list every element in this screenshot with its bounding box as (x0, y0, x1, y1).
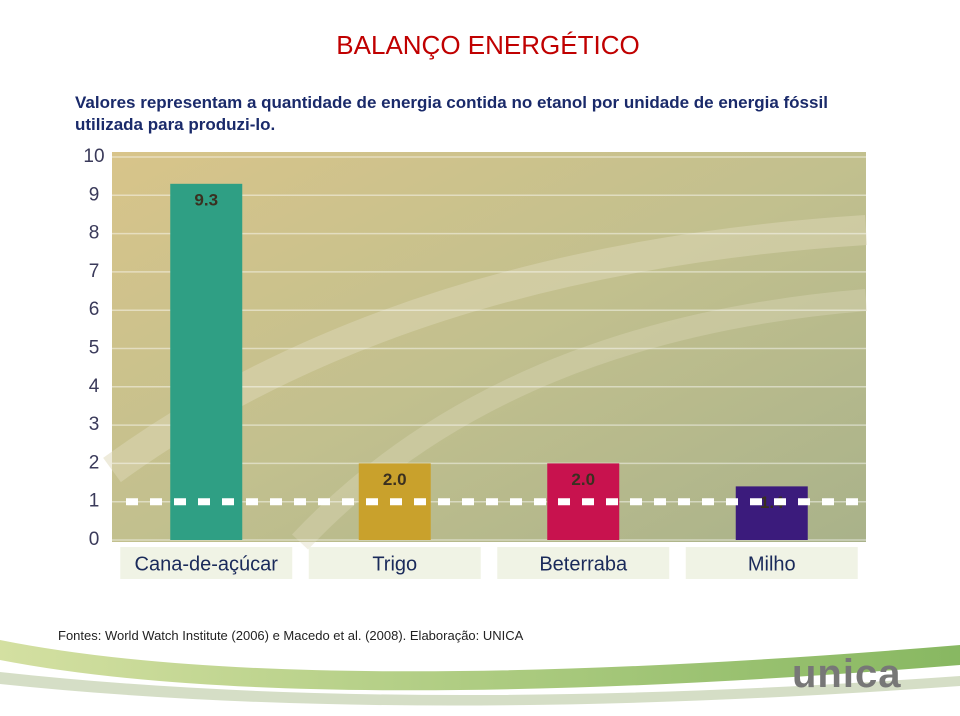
category-box (497, 547, 670, 579)
value-label: 2.0 (383, 470, 407, 489)
x-tick-label: Milho (748, 553, 796, 575)
subtitle: Valores representam a quantidade de ener… (75, 93, 828, 134)
x-tick-label: Beterraba (539, 553, 628, 575)
category-box (120, 547, 293, 579)
y-tick-label: 7 (89, 261, 100, 282)
title: BALANÇO ENERGÉTICO (336, 30, 640, 60)
decor-swoosh (0, 640, 960, 691)
y-tick-label: 8 (89, 223, 100, 244)
decor-swoosh (0, 672, 960, 706)
value-label: 9.3 (194, 190, 218, 209)
x-tick-label: Trigo (372, 553, 417, 575)
y-tick-label: 10 (83, 146, 104, 167)
y-tick-label: 1 (89, 491, 100, 512)
chart-layer: 0 1 2 3 4 5 6 7 8 9 10 Cana-de-açúcar 9.3 Trigo 2.0 Bet… (83, 146, 866, 579)
y-tick-label: 2 (89, 452, 100, 473)
value-label: 1.4 (760, 493, 784, 512)
category-box (685, 547, 858, 579)
value-label: 2.0 (571, 470, 595, 489)
category-box (308, 547, 481, 579)
logo: unica (792, 652, 902, 696)
y-tick-label: 4 (89, 376, 100, 397)
footer: Fontes: World Watch Institute (2006) e M… (58, 628, 524, 643)
x-tick-label: Cana-de-açúcar (135, 553, 279, 575)
y-tick-label: 9 (89, 184, 100, 205)
y-tick-label: 0 (89, 529, 100, 550)
bar (735, 486, 808, 540)
y-tick-label: 5 (89, 338, 100, 359)
y-tick-label: 3 (89, 414, 100, 435)
y-tick-label: 6 (89, 299, 100, 320)
bar (170, 183, 243, 540)
